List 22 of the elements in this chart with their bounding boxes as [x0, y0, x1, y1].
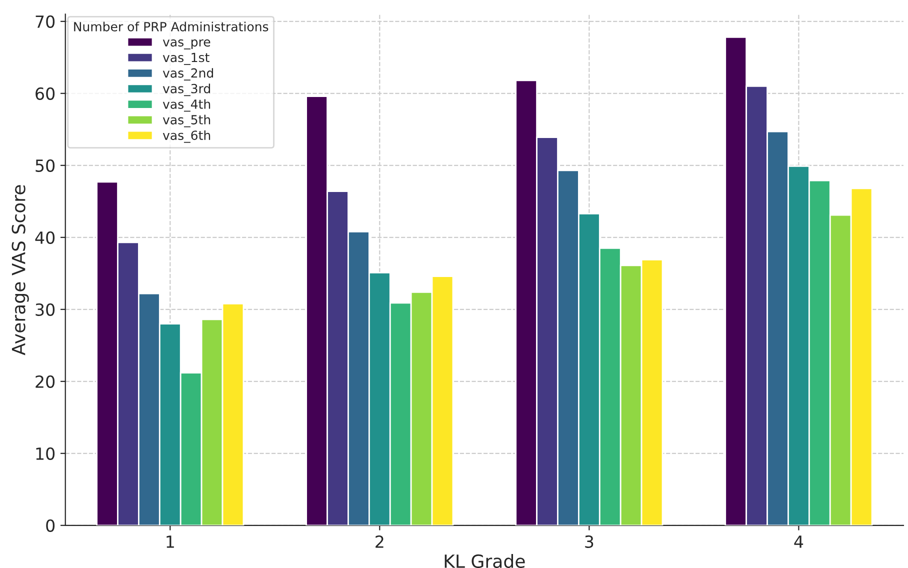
y-tick-label: 20 — [36, 375, 55, 388]
y-tick-label: 30 — [36, 303, 55, 316]
x-tick-label: 3 — [585, 535, 594, 548]
x-tick-label: 1 — [166, 536, 174, 548]
y-tick-label: 50 — [36, 159, 55, 172]
y-tick-label: 40 — [35, 231, 55, 244]
y-tick-label: 0 — [46, 519, 55, 532]
x-axis-title: KL Grade — [444, 554, 525, 568]
y-axis-title: Average VAS Score — [12, 185, 29, 356]
legend-label: vas_1st — [162, 52, 210, 65]
x-tick-label: 2 — [376, 535, 384, 548]
legend-title: Number of PRP Administrations — [74, 22, 268, 32]
legend-label: vas_pre — [162, 39, 210, 50]
y-tick-label: 70 — [36, 15, 55, 28]
y-tick-label: 10 — [36, 447, 55, 460]
y-tick-label: 60 — [36, 87, 55, 100]
legend-label: vas_3rd — [162, 84, 210, 96]
legend-label: vas_5th — [162, 114, 210, 128]
legend-label: vas_2nd — [162, 68, 214, 81]
x-tick-label: 4 — [794, 536, 804, 548]
legend-label: vas_4th — [162, 99, 210, 112]
legend-label: vas_6th — [162, 130, 210, 143]
